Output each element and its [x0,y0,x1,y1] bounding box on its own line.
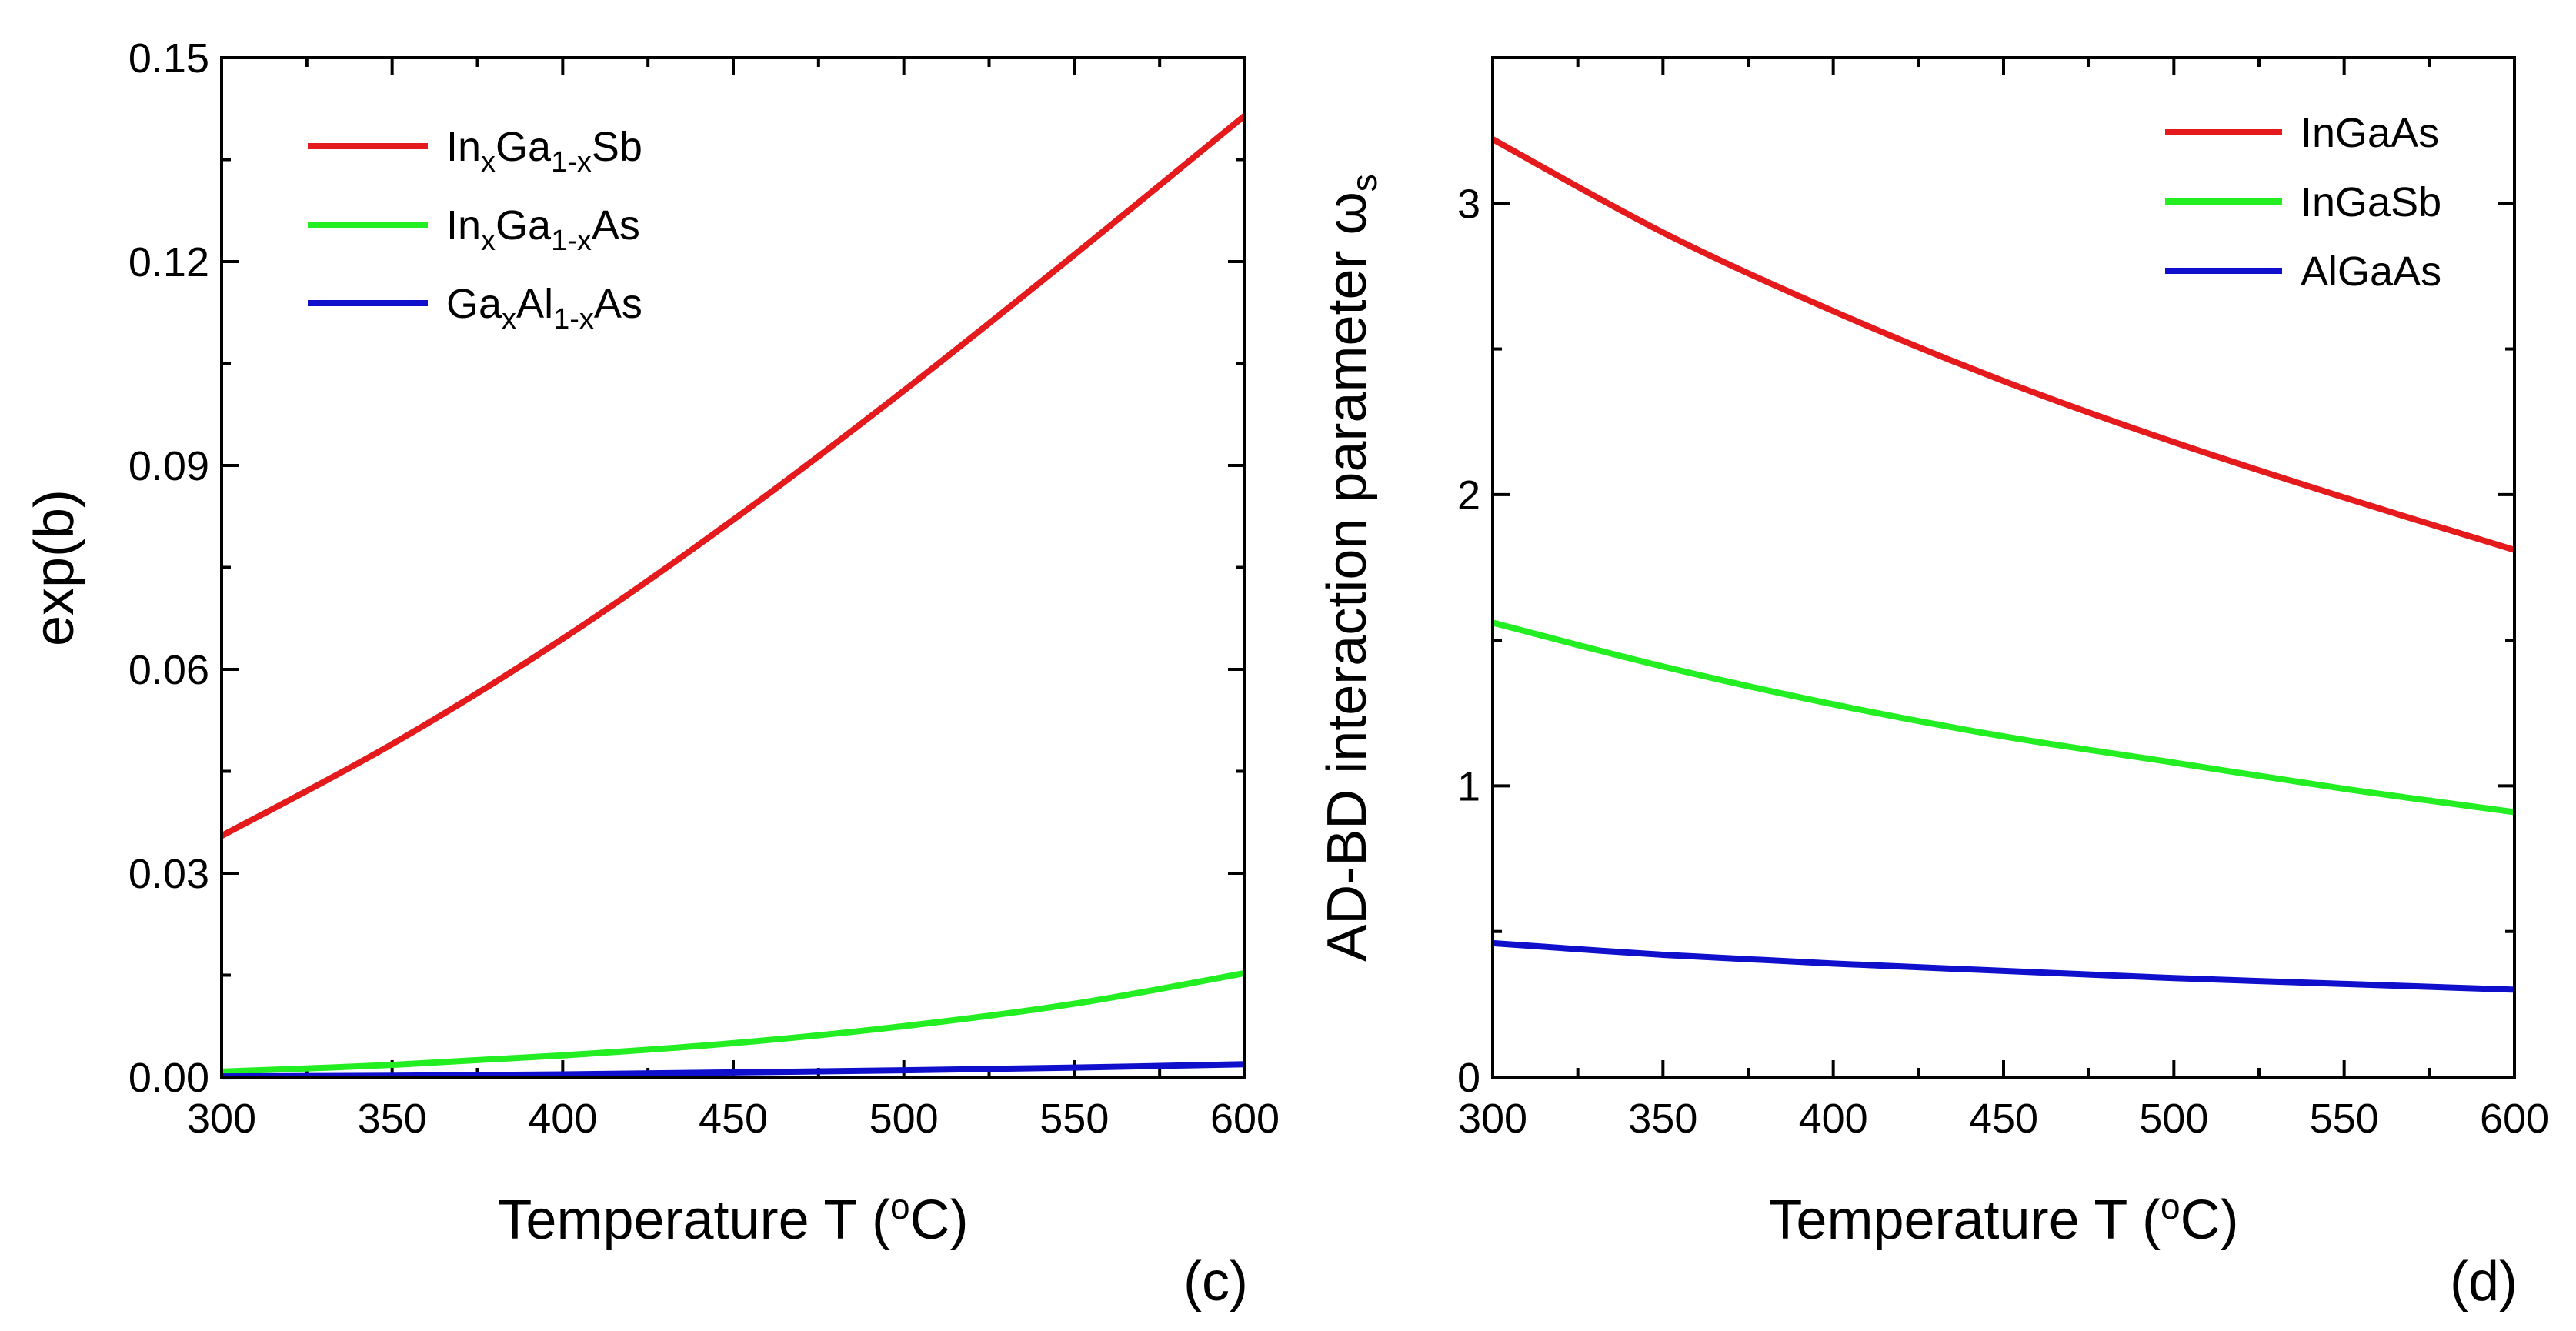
panel-d-y-axis-label: AD-BD interaction parameter ωs [1316,174,1384,962]
panel-c-x-tick-label: 350 [358,1096,427,1142]
panel-c-x-tick-label: 600 [1210,1096,1280,1142]
panel-d-x-tick-label: 500 [2139,1096,2208,1142]
panel-c-y-tick-label: 0.00 [128,1055,209,1101]
panel-c-x-tick-label: 500 [869,1096,939,1142]
panel-d-chart: 300 350 400 450 500 550 600 0 1 2 3 Temperature T… [1316,56,2549,1313]
panel-d-y-tick-label: 0 [1457,1055,1480,1101]
panel-d-series-line-ingaas [1491,136,2516,553]
panel-c-legend: InxGa1-xSb InxGa1-xAs GaxAl1-xAs [308,124,642,335]
panel-d-x-tick-label: 400 [1799,1096,1868,1142]
panel-c-series-line-inxga1-xas [221,969,1246,1075]
panel-d-plot-frame [1491,56,2516,1079]
panel-c-x-tick-labels: 300 350 400 450 500 550 600 [187,1096,1280,1142]
panel-c-y-axis-label: exp(b) [24,489,85,646]
panel-d-x-tick-label: 550 [2310,1096,2379,1142]
panel-d-x-tick-label: 600 [2480,1096,2549,1142]
panel-c-plot-frame [220,56,1246,1079]
panel-d-label: (d) [2450,1251,2518,1313]
panel-d-legend: InGaAs InGaSb AlGaAs [2165,110,2441,295]
panel-d-series-lines [1491,136,2516,993]
panel-d-legend-label-ingaas: InGaAs [2301,110,2439,156]
panel-c-x-tick-label: 400 [528,1096,597,1142]
panel-c-legend-label-inxga1-xsb: InxGa1-xSb [446,124,642,178]
panel-c-y-tick-label: 0.03 [128,851,209,897]
panel-c-y-tick-label: 0.15 [128,35,209,82]
panel-c-legend-label-inxga1-xas: InxGa1-xAs [446,202,640,257]
panel-c-ticks [220,56,1246,1079]
panel-d-x-tick-label: 300 [1458,1096,1527,1142]
panel-d-x-tick-label: 350 [1628,1096,1697,1142]
panel-d-y-tick-label: 2 [1457,472,1480,519]
panel-c-chart: 300 350 400 450 500 550 600 0.000.030.060.090.… [24,35,1280,1313]
panel-c-x-tick-label: 300 [187,1096,256,1142]
panel-c-y-tick-label: 0.12 [128,239,209,285]
panel-d-x-tick-label: 450 [1969,1096,2038,1142]
panel-c-label: (c) [1183,1251,1248,1313]
panel-d-x-tick-labels: 300 350 400 450 500 550 600 [1458,1096,2549,1142]
panel-d-series-line-ingasb [1492,619,2515,816]
panel-d-y-tick-labels: 0 1 2 3 [1457,181,1480,1101]
panel-d-series-line-algaas [1492,939,2515,993]
panel-c-series-line-inxga1-xsb [220,112,1247,839]
panel-d-y-tick-label: 1 [1457,763,1480,809]
panel-d-legend-label-ingasb: InGaSb [2301,179,2441,225]
panel-c-x-tick-label: 450 [699,1096,768,1142]
panel-c-y-tick-label: 0.06 [128,647,209,693]
panel-d-x-axis-label: Temperature T (oC) [1768,1186,2238,1251]
panel-c-y-tick-labels: 0.00 0.03 0.06 0.09 0.12 0.15 [128,35,209,1101]
panel-c-y-tick-label: 0.09 [128,443,209,489]
panel-d-y-tick-label: 3 [1457,181,1480,227]
panel-c-x-axis-label: Temperature T (oC) [498,1186,968,1251]
panel-c-legend-label-gaxal1-xas: GaxAl1-xAs [446,281,642,335]
panel-c-x-tick-label: 550 [1039,1096,1109,1142]
panel-c-series-lines [220,112,1247,1080]
panel-d-legend-label-algaas: AlGaAs [2301,249,2441,295]
